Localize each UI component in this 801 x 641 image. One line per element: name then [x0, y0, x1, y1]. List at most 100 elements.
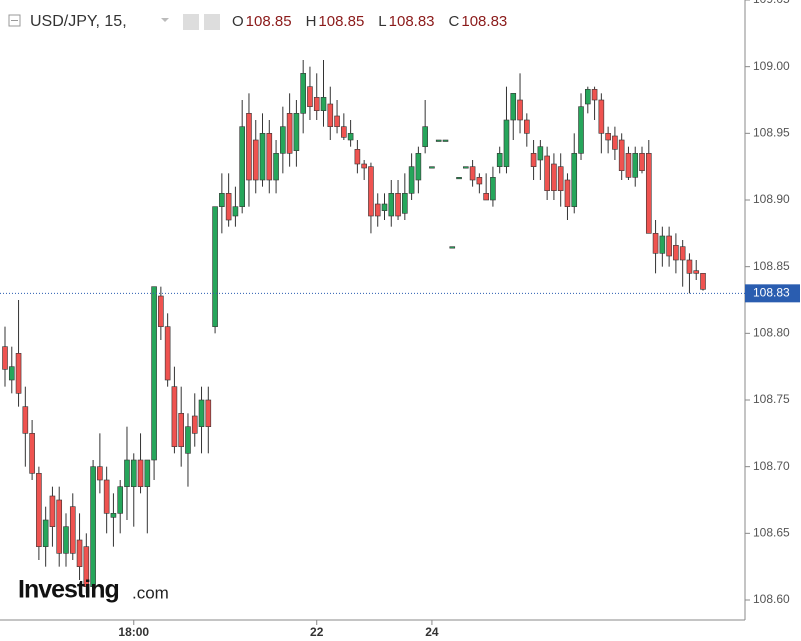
candle-body: [354, 149, 361, 165]
last-price-box: [745, 284, 800, 303]
candle-body: [402, 193, 408, 214]
candle-body: [90, 466, 96, 587]
candle-body: [679, 246, 686, 261]
candle-body: [151, 286, 157, 461]
candle-body: [8, 366, 15, 381]
candle-body: [137, 459, 144, 487]
candle-body: [280, 126, 286, 154]
candle-body: [22, 406, 29, 434]
candle-body: [659, 235, 666, 254]
candle-body: [618, 139, 625, 171]
candle-body: [415, 153, 422, 181]
ohlc-label: C: [449, 13, 460, 30]
y-tick-label: 108.90: [753, 192, 790, 206]
candle-body: [198, 399, 205, 427]
candle-body: [341, 126, 347, 138]
candle-body: [205, 399, 212, 427]
candle-body: [666, 235, 672, 257]
candle-body: [232, 206, 239, 217]
candle-body: [591, 89, 598, 101]
candle-body: [490, 177, 496, 201]
candle-body: [130, 459, 137, 487]
candle-body: [368, 166, 374, 217]
candle-body: [164, 326, 171, 381]
candle-body: [266, 133, 273, 181]
watermark-suffix: .com: [132, 583, 169, 602]
y-tick-label: 108.65: [753, 526, 790, 540]
candle-body: [252, 139, 259, 181]
candle-body: [69, 506, 76, 554]
candle-body: [110, 513, 117, 518]
candle-body: [476, 177, 483, 185]
candle-body: [395, 193, 401, 217]
candle-body: [429, 166, 435, 169]
candle-body: [185, 426, 191, 454]
collapse-icon[interactable]: [8, 14, 21, 27]
candle-body: [2, 346, 8, 370]
candle-body: [29, 433, 35, 474]
candle-body: [219, 193, 225, 207]
candle-body: [700, 273, 706, 290]
candle-body: [456, 177, 462, 180]
candle-body: [327, 103, 334, 127]
candle-body: [469, 166, 476, 181]
candle-body: [598, 99, 605, 134]
candle-body: [171, 386, 178, 447]
y-tick-label: 108.80: [753, 326, 790, 340]
candle-body: [76, 539, 83, 567]
candle-body: [503, 119, 510, 167]
y-tick-label: 108.70: [753, 459, 790, 473]
candle-body: [334, 115, 340, 127]
candle-body: [144, 459, 151, 487]
candle-body: [496, 153, 503, 167]
candle-body: [259, 133, 266, 181]
candle-body: [422, 126, 428, 147]
candle-body: [293, 113, 300, 151]
candle-body: [361, 163, 367, 169]
candle-body: [97, 466, 103, 481]
candle-body: [517, 99, 523, 121]
ohlc-value: 108.85: [318, 13, 364, 30]
candle-body: [374, 203, 381, 217]
candle-body: [42, 519, 49, 547]
watermark: Investing: [18, 576, 119, 604]
candle-body: [584, 89, 591, 105]
x-tick-label: 22: [310, 625, 324, 639]
candle-body: [347, 133, 354, 141]
y-tick-label: 108.85: [753, 259, 790, 273]
candle-body: [158, 295, 164, 327]
candle-body: [124, 459, 130, 487]
candle-body: [388, 193, 395, 217]
candle-body: [300, 73, 306, 114]
candle-body: [191, 415, 198, 434]
candle-body: [246, 113, 252, 181]
candle-body: [551, 163, 557, 191]
candle-body: [605, 133, 611, 141]
y-tick-label: 109.05: [753, 0, 790, 6]
candle-body: [435, 139, 442, 142]
eye-icon[interactable]: [183, 14, 199, 30]
candle-body: [239, 126, 245, 207]
y-tick-label: 109.00: [753, 59, 790, 73]
candle-body: [273, 153, 279, 181]
ohlc-value: 108.85: [246, 13, 292, 30]
candle-body: [578, 106, 584, 154]
candle-body: [286, 113, 293, 154]
candle-body: [212, 206, 218, 327]
dropdown-icon[interactable]: [161, 18, 169, 22]
candle-body: [625, 153, 632, 178]
ohlc-label: L: [378, 13, 386, 30]
candle-body: [442, 139, 449, 142]
candle-body: [15, 353, 22, 394]
candle-body: [652, 233, 659, 254]
candle-body: [530, 153, 537, 167]
candle-body: [632, 153, 639, 178]
last-price-label: 108.83: [753, 286, 790, 300]
x-tick-label: 24: [425, 625, 439, 639]
candle-body: [56, 499, 63, 554]
settings-icon[interactable]: [204, 14, 220, 30]
candle-body: [449, 246, 456, 249]
candle-body: [49, 495, 56, 527]
candle-body: [178, 413, 184, 447]
